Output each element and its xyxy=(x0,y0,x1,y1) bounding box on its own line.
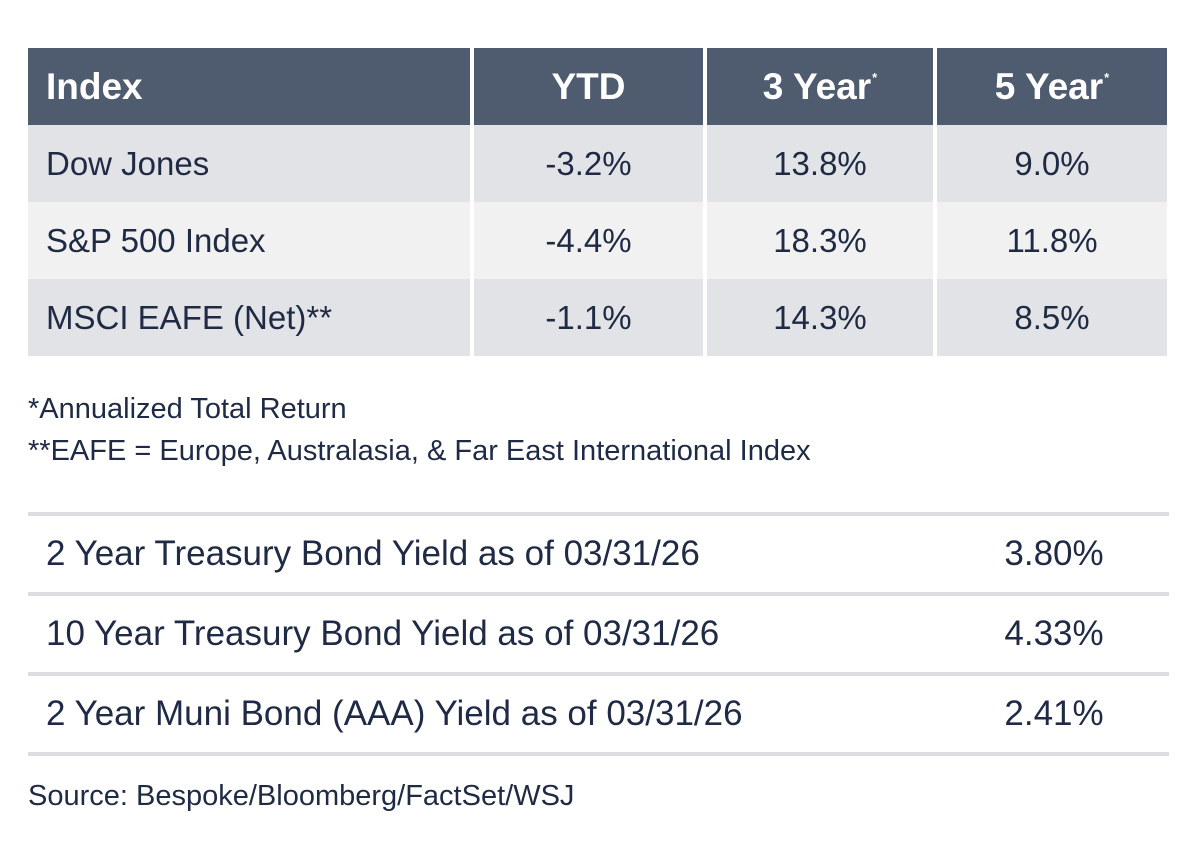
three-year-value: 13.8% xyxy=(707,125,937,202)
footnote-annualized: *Annualized Total Return xyxy=(28,393,347,425)
five-year-value: 11.8% xyxy=(937,202,1167,279)
ytd-value: -4.4% xyxy=(474,202,707,279)
table-row: MSCI EAFE (Net)** -1.1% 14.3% 8.5% xyxy=(28,279,1167,356)
five-year-value: 8.5% xyxy=(937,279,1167,356)
yield-value: 3.80% xyxy=(1004,534,1104,573)
footnote-eafe: **EAFE = Europe, Australasia, & Far East… xyxy=(28,435,811,467)
annualized-mark: * xyxy=(1104,69,1110,85)
bond-yields-list: 2 Year Treasury Bond Yield as of 03/31/2… xyxy=(28,512,1169,756)
header-label: YTD xyxy=(551,65,626,107)
yield-label: 2 Year Treasury Bond Yield as of 03/31/2… xyxy=(46,534,700,573)
yield-label: 2 Year Muni Bond (AAA) Yield as of 03/31… xyxy=(46,694,743,733)
yield-value: 2.41% xyxy=(1004,694,1104,733)
index-returns-table: Index YTD 3 Year* 5 Year* Dow Jones -3.2… xyxy=(28,48,1167,356)
index-name: S&P 500 Index xyxy=(28,202,474,279)
header-5-year: 5 Year* xyxy=(937,48,1167,125)
header-index: Index xyxy=(28,48,474,125)
header-3-year: 3 Year* xyxy=(707,48,937,125)
yield-row: 2 Year Muni Bond (AAA) Yield as of 03/31… xyxy=(28,676,1169,756)
header-label: Index xyxy=(46,65,143,107)
five-year-value: 9.0% xyxy=(937,125,1167,202)
ytd-value: -3.2% xyxy=(474,125,707,202)
header-label: 3 Year xyxy=(762,65,872,107)
three-year-value: 14.3% xyxy=(707,279,937,356)
yield-label: 10 Year Treasury Bond Yield as of 03/31/… xyxy=(46,614,720,653)
footnotes: *Annualized Total Return **EAFE = Europe… xyxy=(28,388,811,472)
source-note: Source: Bespoke/Bloomberg/FactSet/WSJ xyxy=(28,780,575,812)
yield-value: 4.33% xyxy=(1004,614,1104,653)
header-row: Index YTD 3 Year* 5 Year* xyxy=(28,48,1167,125)
annualized-mark: * xyxy=(872,69,878,85)
table-row: S&P 500 Index -4.4% 18.3% 11.8% xyxy=(28,202,1167,279)
header-label: 5 Year xyxy=(994,65,1104,107)
index-name: Dow Jones xyxy=(28,125,474,202)
ytd-value: -1.1% xyxy=(474,279,707,356)
index-name: MSCI EAFE (Net)** xyxy=(28,279,474,356)
yield-row: 2 Year Treasury Bond Yield as of 03/31/2… xyxy=(28,516,1169,596)
table-row: Dow Jones -3.2% 13.8% 9.0% xyxy=(28,125,1167,202)
header-ytd: YTD xyxy=(474,48,707,125)
three-year-value: 18.3% xyxy=(707,202,937,279)
yield-row: 10 Year Treasury Bond Yield as of 03/31/… xyxy=(28,596,1169,676)
